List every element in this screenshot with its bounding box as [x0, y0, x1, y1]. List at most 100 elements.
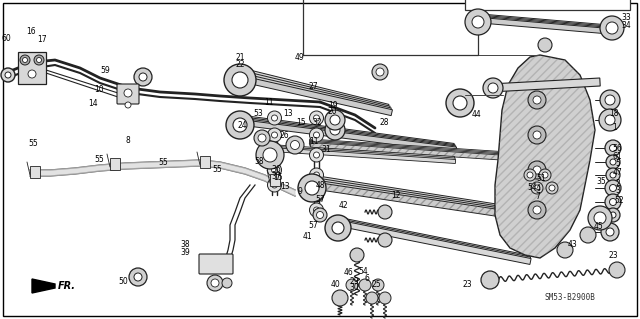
Circle shape [1, 68, 15, 82]
Circle shape [268, 128, 282, 142]
Circle shape [314, 152, 319, 158]
Text: SM53-B2900B: SM53-B2900B [545, 293, 595, 302]
Text: 60: 60 [1, 34, 12, 43]
Text: 12: 12 [391, 191, 400, 200]
Circle shape [599, 109, 621, 131]
Polygon shape [339, 218, 530, 262]
Circle shape [20, 55, 30, 65]
Circle shape [606, 228, 614, 236]
Circle shape [446, 89, 474, 117]
Bar [465, 0, 630, 10]
Text: 13: 13 [280, 182, 290, 191]
Text: 22: 22 [236, 60, 244, 69]
Text: 32: 32 [312, 118, 322, 127]
Text: 2: 2 [615, 179, 620, 188]
Circle shape [129, 268, 147, 286]
Circle shape [609, 198, 616, 205]
Circle shape [472, 16, 484, 28]
Polygon shape [32, 279, 55, 293]
Polygon shape [270, 146, 455, 162]
Bar [110, 158, 120, 170]
Circle shape [286, 136, 304, 154]
Polygon shape [314, 178, 530, 218]
Circle shape [310, 128, 323, 142]
Circle shape [534, 185, 540, 191]
Polygon shape [310, 143, 541, 163]
Circle shape [528, 126, 546, 144]
Bar [30, 166, 40, 178]
Polygon shape [239, 68, 389, 110]
Polygon shape [495, 55, 595, 258]
Text: 58: 58 [254, 157, 264, 166]
Circle shape [538, 38, 552, 52]
Text: 49: 49 [294, 53, 305, 62]
FancyBboxPatch shape [117, 84, 139, 104]
Circle shape [376, 68, 384, 76]
Text: 23: 23 [608, 251, 618, 260]
Circle shape [483, 78, 503, 98]
Text: 54: 54 [358, 267, 369, 276]
Circle shape [528, 201, 546, 219]
Text: 51: 51 [536, 174, 546, 183]
Circle shape [542, 172, 548, 178]
Text: 52: 52 [614, 196, 625, 204]
Circle shape [134, 68, 152, 86]
Text: 57: 57 [315, 195, 325, 204]
Circle shape [330, 125, 340, 135]
Circle shape [325, 215, 351, 241]
Text: 36: 36 [271, 165, 282, 174]
Circle shape [488, 83, 498, 93]
Polygon shape [269, 145, 454, 160]
Circle shape [268, 163, 282, 177]
Circle shape [533, 96, 541, 104]
Circle shape [232, 72, 248, 88]
Polygon shape [241, 120, 456, 152]
Circle shape [378, 205, 392, 219]
Text: FR.: FR. [58, 281, 76, 291]
Circle shape [305, 181, 319, 195]
Text: 55: 55 [158, 158, 168, 167]
Text: 44: 44 [472, 110, 482, 119]
Text: 16: 16 [26, 27, 36, 36]
Circle shape [310, 168, 323, 182]
Circle shape [605, 95, 615, 105]
Circle shape [610, 159, 616, 165]
Polygon shape [240, 118, 456, 151]
Text: 25: 25 [371, 280, 381, 289]
Text: 23: 23 [462, 280, 472, 289]
Polygon shape [270, 147, 456, 164]
Polygon shape [476, 17, 616, 34]
Text: 6: 6 [365, 274, 370, 283]
Text: 15: 15 [296, 118, 306, 127]
Bar [18, 52, 46, 84]
Circle shape [317, 211, 323, 219]
Text: 55: 55 [28, 139, 38, 148]
Circle shape [606, 168, 620, 182]
Text: 41: 41 [302, 232, 312, 241]
Circle shape [310, 111, 323, 125]
Text: 46: 46 [344, 268, 354, 277]
Circle shape [549, 185, 555, 191]
Text: 26: 26 [280, 131, 290, 140]
Circle shape [609, 262, 625, 278]
Circle shape [379, 292, 391, 304]
Circle shape [298, 174, 326, 202]
Text: 7: 7 [535, 192, 540, 201]
Circle shape [263, 148, 277, 162]
Text: 55: 55 [212, 165, 223, 174]
Circle shape [610, 212, 616, 218]
Text: 27: 27 [308, 82, 319, 91]
Circle shape [254, 130, 270, 146]
Text: 14: 14 [88, 99, 98, 108]
Circle shape [453, 96, 467, 110]
Polygon shape [316, 180, 531, 220]
Circle shape [605, 140, 621, 156]
Circle shape [325, 110, 345, 130]
Circle shape [533, 206, 541, 214]
Circle shape [268, 111, 282, 125]
Text: 59: 59 [100, 66, 111, 75]
Text: 54: 54 [527, 183, 538, 192]
Circle shape [314, 132, 319, 138]
Circle shape [314, 192, 319, 198]
Circle shape [314, 207, 319, 213]
